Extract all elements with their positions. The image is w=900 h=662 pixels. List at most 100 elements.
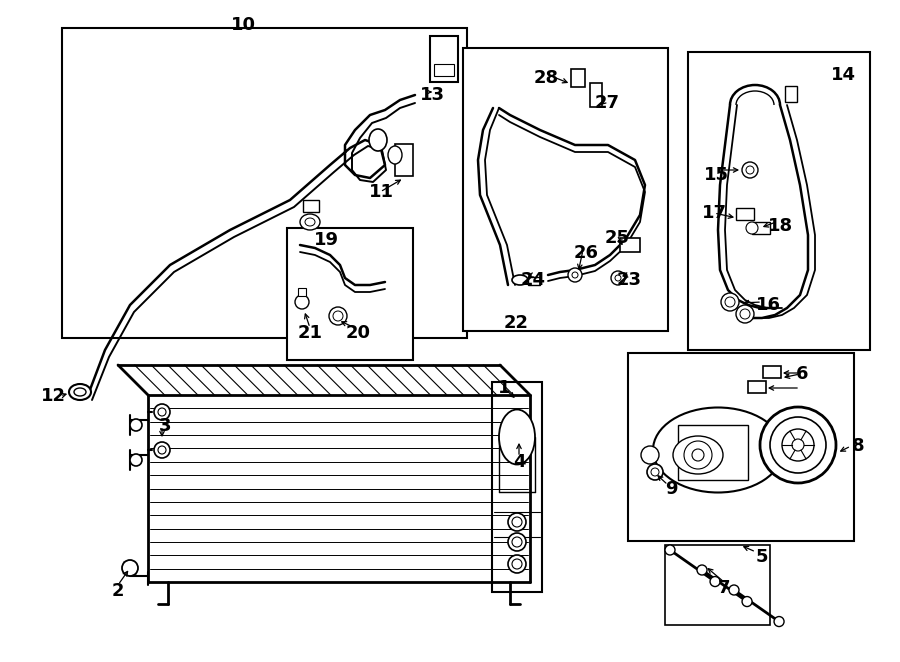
Bar xyxy=(571,69,585,87)
Bar xyxy=(463,48,668,331)
Circle shape xyxy=(770,417,826,473)
Circle shape xyxy=(697,565,707,575)
Text: 3: 3 xyxy=(158,417,171,435)
Circle shape xyxy=(329,307,347,325)
Bar xyxy=(748,381,766,393)
Text: 26: 26 xyxy=(573,244,598,262)
Circle shape xyxy=(684,441,712,469)
Circle shape xyxy=(740,309,750,319)
Text: 25: 25 xyxy=(605,229,629,247)
Circle shape xyxy=(782,429,814,461)
Bar xyxy=(785,86,797,102)
Bar xyxy=(763,366,781,378)
Text: 20: 20 xyxy=(346,324,371,342)
Text: 10: 10 xyxy=(230,16,256,34)
Circle shape xyxy=(333,311,343,321)
Bar xyxy=(430,36,458,82)
Text: 12: 12 xyxy=(40,387,66,405)
Circle shape xyxy=(512,537,522,547)
Circle shape xyxy=(568,268,582,282)
Circle shape xyxy=(611,271,625,285)
Circle shape xyxy=(512,517,522,527)
Text: 2: 2 xyxy=(112,582,124,600)
Ellipse shape xyxy=(305,218,315,226)
Text: 16: 16 xyxy=(755,296,780,314)
Circle shape xyxy=(651,468,659,476)
Bar xyxy=(528,277,540,285)
Text: 7: 7 xyxy=(718,579,730,597)
Ellipse shape xyxy=(69,384,91,400)
Bar xyxy=(303,200,319,212)
Ellipse shape xyxy=(369,129,387,151)
Bar xyxy=(678,425,748,480)
Text: 9: 9 xyxy=(665,480,677,498)
Circle shape xyxy=(508,555,526,573)
Bar xyxy=(688,52,870,350)
Circle shape xyxy=(615,275,621,281)
Circle shape xyxy=(746,222,758,234)
Ellipse shape xyxy=(388,146,402,164)
Text: 23: 23 xyxy=(616,271,642,289)
Text: 5: 5 xyxy=(756,548,769,566)
Circle shape xyxy=(742,596,752,606)
Bar xyxy=(590,83,602,107)
Circle shape xyxy=(130,454,142,466)
Circle shape xyxy=(508,513,526,531)
Text: 11: 11 xyxy=(368,183,393,201)
Circle shape xyxy=(746,166,754,174)
Bar xyxy=(298,288,306,296)
Circle shape xyxy=(692,449,704,461)
Circle shape xyxy=(158,408,166,416)
Ellipse shape xyxy=(673,436,723,474)
Bar xyxy=(620,238,640,252)
Circle shape xyxy=(154,404,170,420)
Bar xyxy=(752,222,770,234)
Bar xyxy=(665,545,770,625)
Circle shape xyxy=(792,439,804,451)
Ellipse shape xyxy=(512,275,528,285)
Bar xyxy=(287,228,413,360)
Text: 15: 15 xyxy=(704,166,728,184)
Circle shape xyxy=(665,545,675,555)
Circle shape xyxy=(721,293,739,311)
Bar xyxy=(434,64,454,76)
Circle shape xyxy=(154,442,170,458)
Ellipse shape xyxy=(499,410,535,465)
Circle shape xyxy=(725,297,735,307)
Text: 14: 14 xyxy=(831,66,856,84)
Text: 18: 18 xyxy=(768,217,793,235)
Bar xyxy=(395,144,413,176)
Circle shape xyxy=(760,407,836,483)
Bar xyxy=(62,28,467,338)
Circle shape xyxy=(295,295,309,309)
Circle shape xyxy=(742,162,758,178)
Text: 27: 27 xyxy=(595,94,619,112)
Text: 22: 22 xyxy=(503,314,528,332)
Circle shape xyxy=(647,464,663,480)
Circle shape xyxy=(641,446,659,464)
Circle shape xyxy=(774,616,784,626)
Circle shape xyxy=(572,272,578,278)
Text: 19: 19 xyxy=(313,231,338,249)
Ellipse shape xyxy=(653,408,783,493)
Bar xyxy=(736,208,754,220)
Text: 21: 21 xyxy=(298,324,322,342)
Text: 1: 1 xyxy=(498,379,510,397)
Bar xyxy=(628,353,854,541)
Text: 6: 6 xyxy=(796,365,808,383)
Text: 13: 13 xyxy=(419,86,445,104)
Text: 8: 8 xyxy=(851,437,864,455)
Ellipse shape xyxy=(300,214,320,230)
Bar xyxy=(492,382,542,592)
Circle shape xyxy=(729,585,739,595)
Circle shape xyxy=(130,419,142,431)
Circle shape xyxy=(158,446,166,454)
Circle shape xyxy=(710,577,720,587)
Text: 4: 4 xyxy=(513,453,526,471)
Circle shape xyxy=(508,533,526,551)
Circle shape xyxy=(122,560,138,576)
Text: 17: 17 xyxy=(701,204,726,222)
Text: 24: 24 xyxy=(520,271,545,289)
Circle shape xyxy=(512,559,522,569)
Text: 28: 28 xyxy=(534,69,559,87)
